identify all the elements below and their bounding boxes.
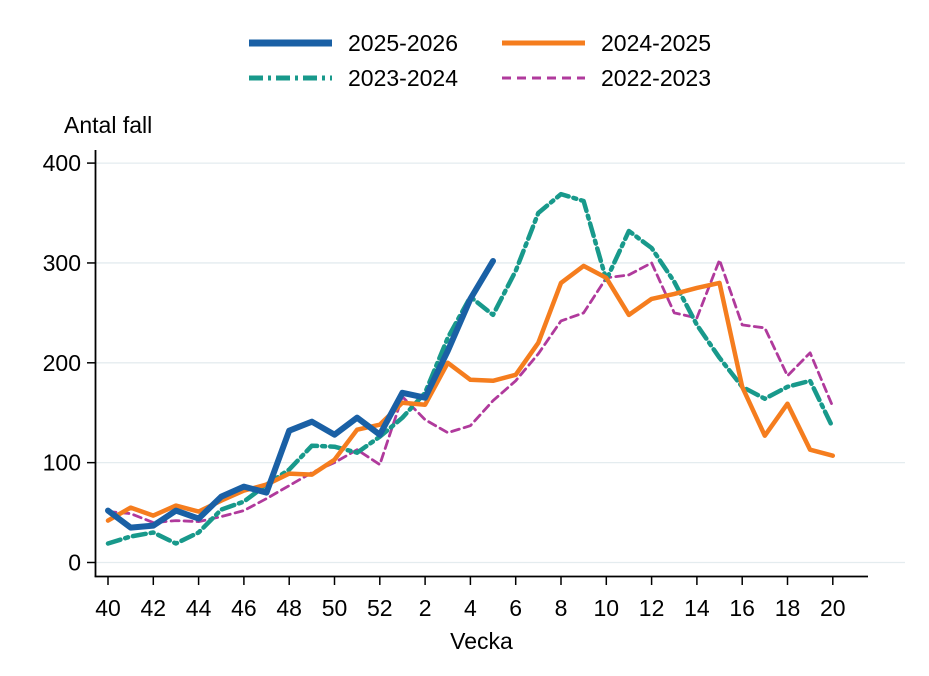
- legend-line-2023-2024: [249, 75, 332, 81]
- x-tick-label-20: 20: [820, 595, 846, 621]
- x-tick-label-10: 10: [594, 595, 620, 621]
- y-axis-title: Antal fall: [64, 112, 153, 138]
- series-line-2022-2023: [106, 258, 835, 524]
- x-axis-title: Vecka: [450, 628, 513, 654]
- x-tick-label-48: 48: [276, 595, 302, 621]
- y-tick-label-300: 300: [43, 250, 81, 276]
- x-tick-label-2: 2: [419, 595, 432, 621]
- series-line-2024-2025: [105, 263, 836, 523]
- x-tick-label-42: 42: [141, 595, 167, 621]
- x-tick-label-40: 40: [95, 595, 121, 621]
- x-tick-label-46: 46: [231, 595, 257, 621]
- x-tick-label-4: 4: [464, 595, 477, 621]
- x-tick-label-52: 52: [367, 595, 393, 621]
- legend-line-2024-2025: [502, 40, 585, 46]
- y-tick-label-200: 200: [43, 350, 81, 376]
- x-tick-label-18: 18: [775, 595, 801, 621]
- x-tick-label-12: 12: [639, 595, 665, 621]
- x-tick-label-16: 16: [729, 595, 755, 621]
- legend-label: 2024-2025: [601, 30, 711, 56]
- x-tick-label-44: 44: [186, 595, 212, 621]
- legend-label: 2022-2023: [601, 65, 711, 91]
- x-tick-label-50: 50: [322, 595, 348, 621]
- legend-line-2025-2026: [249, 39, 332, 47]
- series-line-2025-2026: [105, 258, 496, 531]
- legend-item-2024-2025: 2024-2025: [500, 31, 711, 55]
- x-tick-label-8: 8: [555, 595, 568, 621]
- legend-item-2023-2024: 2023-2024: [247, 66, 458, 90]
- y-tick-label-0: 0: [68, 550, 81, 576]
- y-tick-label-100: 100: [43, 450, 81, 476]
- y-tick-label-400: 400: [43, 150, 81, 176]
- series-line-2023-2024: [105, 191, 836, 546]
- legend-item-2022-2023: 2022-2023: [500, 66, 711, 90]
- x-tick-label-6: 6: [509, 595, 522, 621]
- x-tick-label-14: 14: [684, 595, 710, 621]
- legend-item-2025-2026: 2025-2026: [247, 31, 458, 55]
- legend-label: 2025-2026: [348, 30, 458, 56]
- legend-label: 2023-2024: [348, 65, 458, 91]
